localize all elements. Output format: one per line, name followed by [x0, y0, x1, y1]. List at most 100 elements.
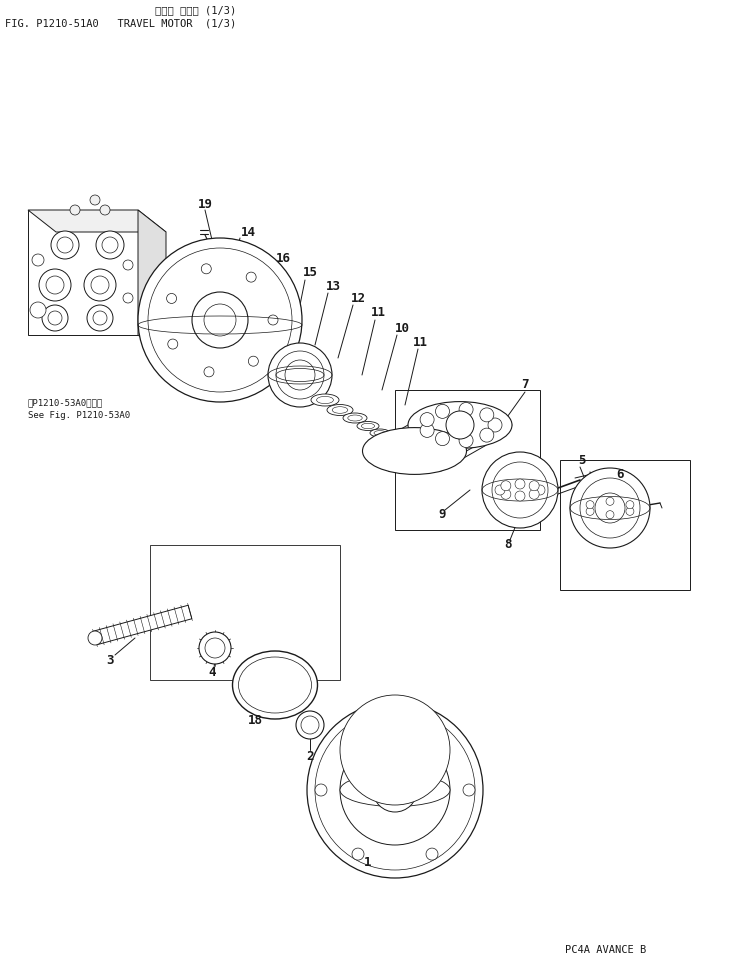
Circle shape	[482, 452, 558, 528]
Ellipse shape	[327, 405, 353, 415]
Circle shape	[315, 784, 327, 796]
Text: 3: 3	[107, 653, 114, 667]
Ellipse shape	[317, 396, 334, 404]
Circle shape	[93, 311, 107, 325]
Circle shape	[268, 315, 278, 325]
Circle shape	[32, 254, 44, 266]
Circle shape	[57, 237, 73, 253]
Circle shape	[138, 238, 302, 402]
Ellipse shape	[340, 774, 450, 807]
Circle shape	[91, 276, 109, 294]
Circle shape	[315, 710, 475, 870]
Ellipse shape	[332, 407, 347, 413]
Text: 8: 8	[504, 539, 512, 551]
Circle shape	[199, 632, 231, 664]
Circle shape	[205, 638, 225, 658]
Circle shape	[96, 231, 124, 259]
Ellipse shape	[383, 436, 401, 443]
Circle shape	[426, 720, 438, 732]
Text: FIG. P1210-51A0   TRAVEL MOTOR  (1/3): FIG. P1210-51A0 TRAVEL MOTOR (1/3)	[5, 18, 237, 28]
Circle shape	[420, 423, 434, 437]
Circle shape	[529, 489, 539, 500]
Circle shape	[90, 195, 100, 205]
Circle shape	[42, 305, 68, 331]
Circle shape	[463, 784, 475, 796]
Circle shape	[301, 716, 319, 734]
Circle shape	[373, 768, 417, 812]
Circle shape	[166, 293, 177, 303]
Circle shape	[459, 403, 473, 416]
Circle shape	[248, 356, 258, 366]
Circle shape	[501, 489, 511, 500]
Circle shape	[492, 462, 548, 518]
Circle shape	[201, 264, 211, 274]
Ellipse shape	[374, 431, 386, 435]
Polygon shape	[93, 605, 192, 644]
Circle shape	[70, 205, 80, 215]
Text: 12: 12	[350, 292, 366, 305]
Circle shape	[436, 432, 450, 446]
Ellipse shape	[239, 657, 312, 713]
Text: 4: 4	[208, 666, 216, 679]
Text: 前P1210-53A0図参照: 前P1210-53A0図参照	[28, 398, 103, 407]
Ellipse shape	[347, 415, 362, 421]
Circle shape	[529, 480, 539, 491]
Text: 16: 16	[275, 251, 291, 265]
Circle shape	[480, 408, 493, 422]
Circle shape	[436, 405, 450, 418]
Circle shape	[488, 418, 502, 432]
Circle shape	[46, 276, 64, 294]
Ellipse shape	[408, 402, 512, 449]
Circle shape	[352, 848, 364, 860]
Circle shape	[446, 411, 474, 439]
Ellipse shape	[343, 413, 367, 423]
Ellipse shape	[361, 423, 374, 429]
Circle shape	[340, 695, 450, 805]
Circle shape	[570, 468, 650, 548]
Text: 14: 14	[240, 225, 256, 239]
Text: 5: 5	[578, 454, 585, 466]
Polygon shape	[28, 210, 166, 232]
Circle shape	[39, 269, 71, 301]
Circle shape	[87, 305, 113, 331]
Circle shape	[501, 480, 511, 491]
Text: 2: 2	[307, 750, 314, 762]
Circle shape	[48, 311, 62, 325]
Circle shape	[606, 511, 614, 519]
Circle shape	[426, 848, 438, 860]
Circle shape	[51, 231, 79, 259]
Ellipse shape	[232, 651, 318, 719]
Polygon shape	[138, 210, 166, 357]
Circle shape	[204, 304, 236, 336]
Text: 9: 9	[438, 508, 446, 522]
Text: コココ モータ (1/3): コココ モータ (1/3)	[155, 5, 237, 15]
Circle shape	[296, 711, 324, 739]
Circle shape	[246, 272, 256, 282]
Circle shape	[381, 776, 409, 804]
Circle shape	[123, 260, 133, 270]
Polygon shape	[28, 210, 138, 335]
Circle shape	[168, 339, 178, 349]
Circle shape	[84, 269, 116, 301]
Circle shape	[340, 735, 450, 845]
Circle shape	[307, 702, 483, 878]
Circle shape	[586, 507, 594, 515]
Circle shape	[30, 302, 46, 318]
Circle shape	[626, 501, 634, 508]
Text: 18: 18	[247, 713, 263, 727]
Circle shape	[459, 433, 473, 448]
Circle shape	[480, 428, 493, 442]
Text: See Fig. P1210-53A0: See Fig. P1210-53A0	[28, 411, 130, 420]
Circle shape	[285, 360, 315, 390]
Text: PC4A AVANCE B: PC4A AVANCE B	[565, 945, 646, 955]
Circle shape	[626, 507, 634, 515]
Circle shape	[100, 205, 110, 215]
Circle shape	[495, 485, 505, 495]
Ellipse shape	[311, 394, 339, 406]
Circle shape	[586, 501, 594, 508]
Circle shape	[595, 493, 625, 523]
Circle shape	[204, 367, 214, 377]
Circle shape	[192, 292, 248, 348]
Circle shape	[276, 351, 324, 399]
Circle shape	[102, 237, 118, 253]
